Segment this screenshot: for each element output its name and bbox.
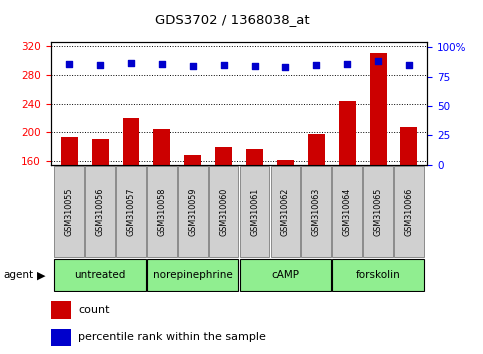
Text: GSM310059: GSM310059	[188, 187, 197, 236]
Text: GSM310066: GSM310066	[404, 187, 413, 236]
Bar	[154, 130, 170, 276]
FancyBboxPatch shape	[394, 166, 424, 257]
FancyBboxPatch shape	[363, 166, 393, 257]
FancyBboxPatch shape	[55, 259, 146, 291]
Point	[282, 64, 289, 70]
Bar	[92, 139, 109, 276]
Text: GSM310055: GSM310055	[65, 187, 74, 236]
Point	[65, 61, 73, 67]
Text: GSM310064: GSM310064	[342, 187, 352, 236]
Bar	[400, 127, 417, 276]
FancyBboxPatch shape	[55, 166, 84, 257]
Text: GSM310056: GSM310056	[96, 187, 105, 236]
Bar	[61, 137, 78, 276]
Text: agent: agent	[4, 270, 34, 280]
FancyBboxPatch shape	[116, 166, 146, 257]
FancyBboxPatch shape	[85, 166, 115, 257]
Bar	[215, 147, 232, 276]
Bar	[51, 329, 71, 346]
FancyBboxPatch shape	[332, 259, 424, 291]
Point	[127, 60, 135, 65]
Text: count: count	[78, 305, 109, 315]
Point	[251, 63, 258, 69]
Bar	[246, 149, 263, 276]
Text: untreated: untreated	[74, 270, 126, 280]
Bar	[123, 118, 140, 276]
FancyBboxPatch shape	[178, 166, 208, 257]
Text: GSM310058: GSM310058	[157, 187, 166, 236]
Bar	[339, 101, 355, 276]
Bar	[369, 53, 386, 276]
Point	[343, 61, 351, 67]
Text: cAMP: cAMP	[271, 270, 299, 280]
FancyBboxPatch shape	[147, 259, 239, 291]
Point	[220, 62, 227, 68]
Bar	[51, 301, 71, 319]
Bar	[277, 160, 294, 276]
Text: GSM310061: GSM310061	[250, 187, 259, 236]
Point	[189, 63, 197, 69]
Text: GSM310065: GSM310065	[373, 187, 383, 236]
Bar	[308, 134, 325, 276]
FancyBboxPatch shape	[147, 166, 177, 257]
FancyBboxPatch shape	[301, 166, 331, 257]
Text: GDS3702 / 1368038_at: GDS3702 / 1368038_at	[155, 13, 309, 26]
Point	[405, 62, 413, 68]
FancyBboxPatch shape	[332, 166, 362, 257]
Point	[158, 61, 166, 67]
Text: percentile rank within the sample: percentile rank within the sample	[78, 332, 266, 342]
Point	[96, 62, 104, 68]
Text: ▶: ▶	[37, 270, 45, 280]
FancyBboxPatch shape	[270, 166, 300, 257]
Text: norepinephrine: norepinephrine	[153, 270, 233, 280]
Text: forskolin: forskolin	[355, 270, 400, 280]
Text: GSM310057: GSM310057	[127, 187, 136, 236]
Text: GSM310063: GSM310063	[312, 187, 321, 236]
FancyBboxPatch shape	[240, 259, 331, 291]
Point	[374, 59, 382, 64]
Point	[313, 62, 320, 68]
Text: GSM310062: GSM310062	[281, 187, 290, 236]
Bar	[185, 155, 201, 276]
FancyBboxPatch shape	[209, 166, 239, 257]
Text: GSM310060: GSM310060	[219, 187, 228, 236]
FancyBboxPatch shape	[240, 166, 270, 257]
